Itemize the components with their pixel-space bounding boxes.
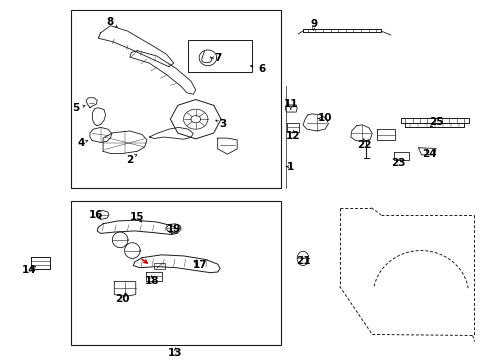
Bar (188, 40, 251, 72)
Text: 4: 4 (77, 139, 84, 148)
Text: 17: 17 (193, 260, 207, 270)
Bar (154, 263, 164, 269)
Text: 22: 22 (356, 140, 370, 150)
Text: 23: 23 (390, 158, 405, 168)
Text: 11: 11 (283, 99, 298, 109)
Text: 24: 24 (422, 149, 436, 159)
Text: 2: 2 (126, 154, 133, 165)
Text: 5: 5 (73, 103, 80, 113)
Text: 15: 15 (130, 212, 144, 222)
Text: 25: 25 (428, 117, 443, 127)
Text: 13: 13 (168, 348, 182, 358)
Text: 1: 1 (286, 162, 294, 172)
Text: 16: 16 (88, 210, 103, 220)
Text: 20: 20 (115, 294, 130, 304)
Text: 14: 14 (21, 265, 36, 275)
Text: 8: 8 (106, 17, 114, 27)
Text: 21: 21 (295, 256, 309, 266)
Bar (71, 10, 281, 188)
Text: 12: 12 (285, 131, 300, 141)
Text: 9: 9 (310, 19, 317, 29)
Text: 6: 6 (257, 63, 264, 73)
Text: 3: 3 (219, 119, 226, 129)
Text: 7: 7 (214, 53, 221, 63)
Text: 10: 10 (317, 113, 331, 123)
Text: 19: 19 (166, 224, 181, 234)
Text: 18: 18 (144, 276, 159, 286)
Bar (71, 201, 281, 345)
